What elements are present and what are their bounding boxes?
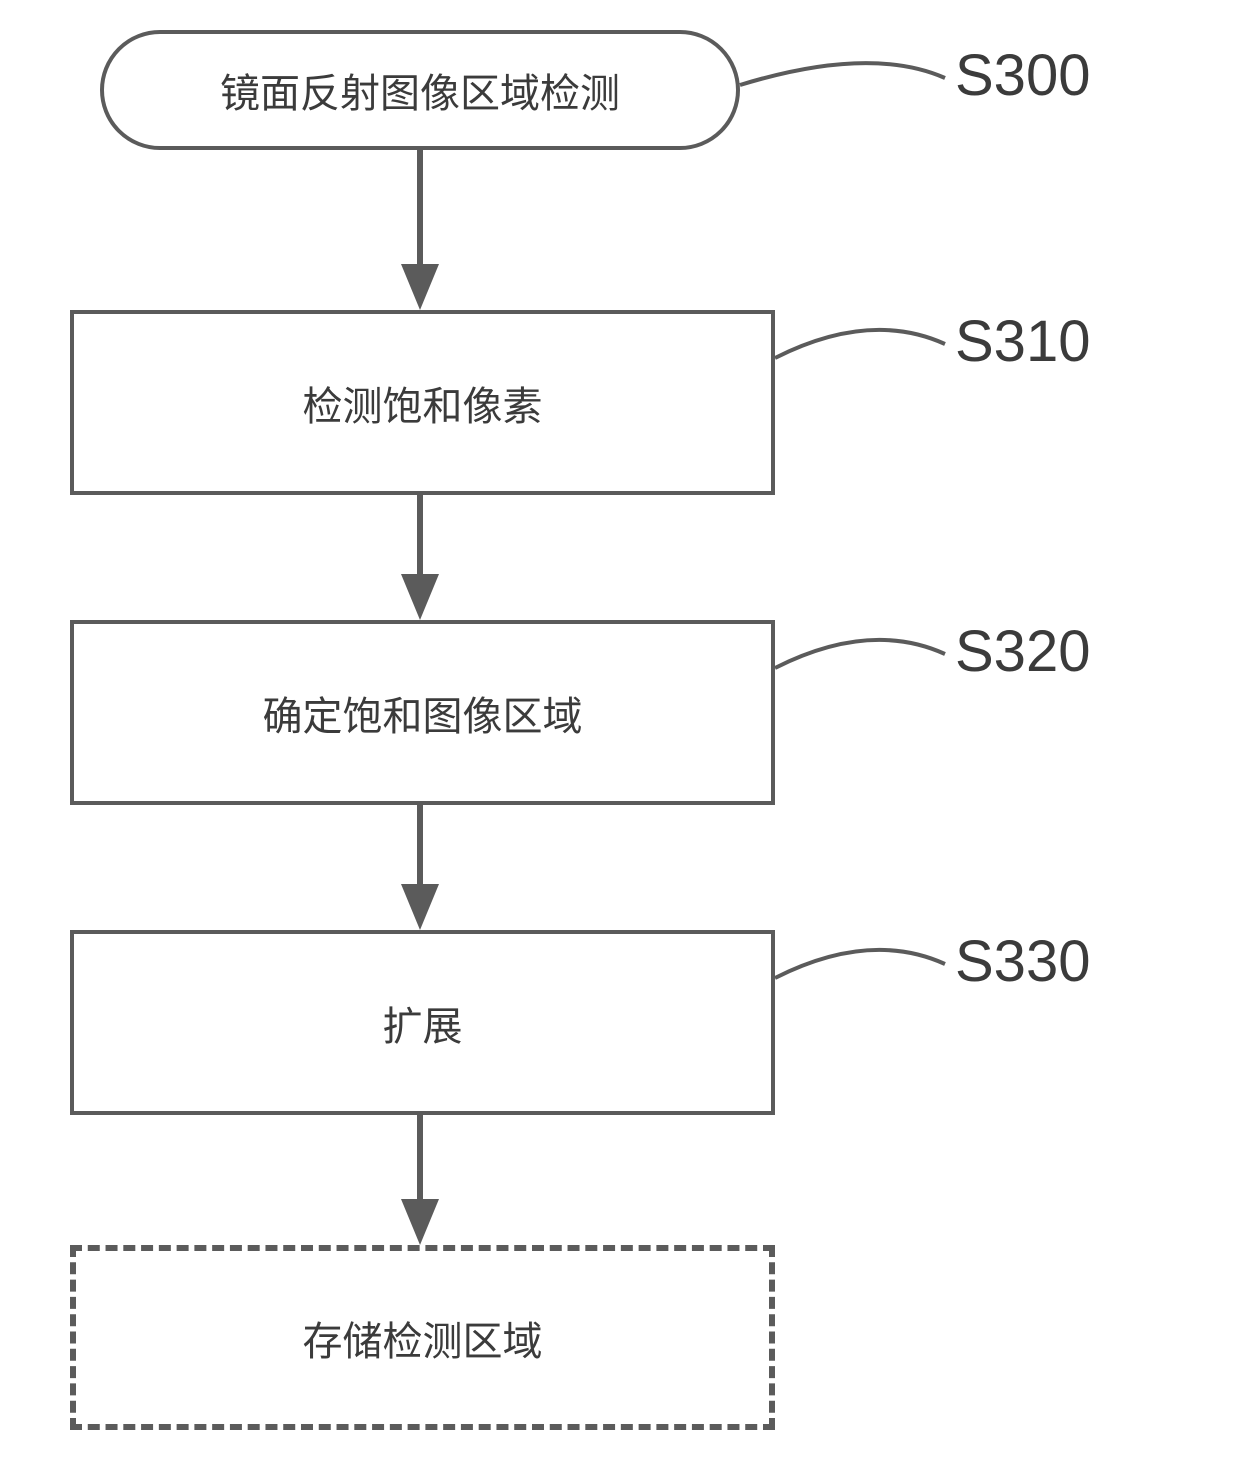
arrow-2-line bbox=[417, 495, 423, 574]
arrow-1-line bbox=[417, 150, 423, 264]
arrow-4-line bbox=[417, 1115, 423, 1199]
step-s320-text: 确定饱和图像区域 bbox=[263, 684, 583, 742]
store-node: 存储检测区域 bbox=[70, 1245, 775, 1430]
arrow-4-head bbox=[401, 1199, 439, 1245]
label-s330: S330 bbox=[955, 928, 1090, 995]
flowchart-canvas: 镜面反射图像区域检测 检测饱和像素 确定饱和图像区域 扩展 存储检测区域 S30… bbox=[0, 0, 1240, 1460]
start-node: 镜面反射图像区域检测 bbox=[100, 30, 740, 150]
arrow-1-head bbox=[401, 264, 439, 310]
arrow-2-head bbox=[401, 574, 439, 620]
store-node-text: 存储检测区域 bbox=[303, 1309, 543, 1367]
label-s310: S310 bbox=[955, 308, 1090, 375]
step-s320-node: 确定饱和图像区域 bbox=[70, 620, 775, 805]
step-s330-node: 扩展 bbox=[70, 930, 775, 1115]
label-s320: S320 bbox=[955, 618, 1090, 685]
step-s330-text: 扩展 bbox=[383, 994, 463, 1052]
start-node-text: 镜面反射图像区域检测 bbox=[220, 61, 620, 119]
step-s310-text: 检测饱和像素 bbox=[303, 374, 543, 432]
label-s300: S300 bbox=[955, 42, 1090, 109]
arrow-3-line bbox=[417, 805, 423, 884]
arrow-3-head bbox=[401, 884, 439, 930]
step-s310-node: 检测饱和像素 bbox=[70, 310, 775, 495]
